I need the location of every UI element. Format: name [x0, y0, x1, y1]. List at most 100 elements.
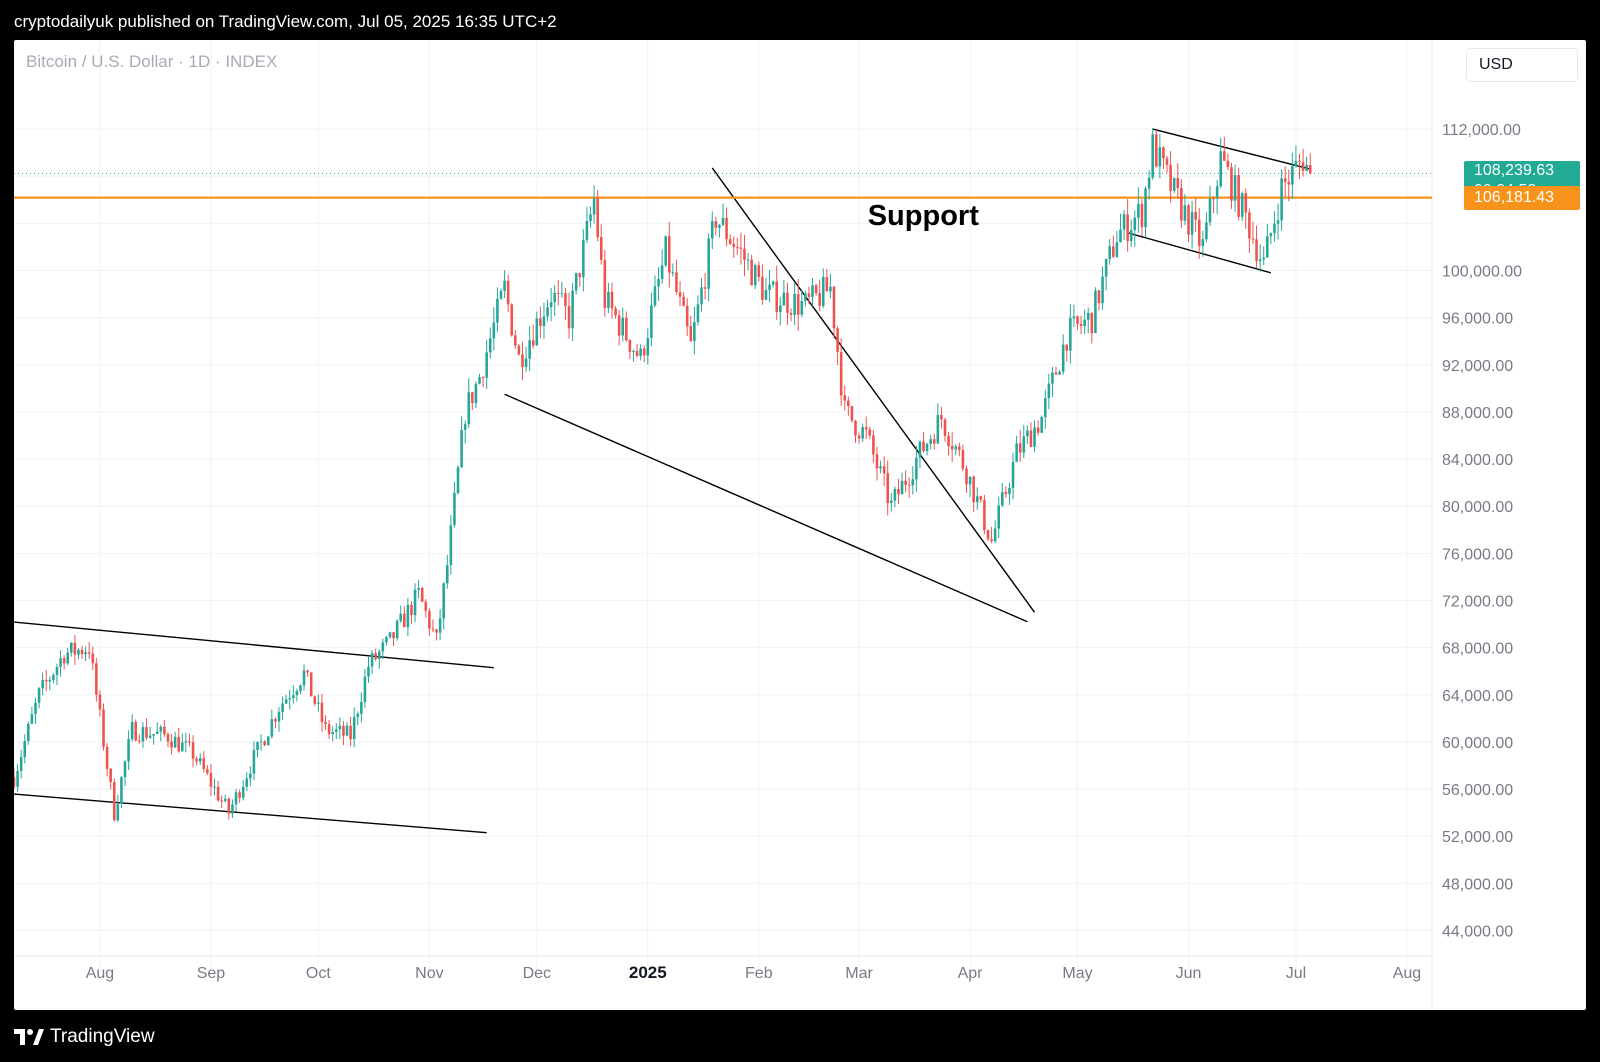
x-tick-label: Feb	[745, 965, 773, 982]
candle-body	[202, 758, 206, 770]
candle-body	[1248, 212, 1251, 239]
candle-body	[599, 237, 603, 260]
candle-body	[77, 649, 80, 655]
candle-body	[657, 279, 660, 287]
candle-body	[334, 729, 338, 732]
candle-body	[1197, 219, 1201, 247]
candle-body	[743, 248, 746, 260]
candle-body	[696, 304, 700, 323]
x-tick-label: Mar	[845, 965, 873, 982]
candle-body	[864, 427, 868, 430]
candle-body	[413, 589, 417, 616]
candle-body	[1015, 443, 1018, 462]
candle-body	[707, 238, 710, 289]
candle-body	[907, 484, 911, 486]
candle-body	[843, 395, 847, 401]
candle-body	[288, 698, 292, 700]
candle-body	[700, 287, 703, 305]
candle-body	[1054, 372, 1058, 375]
candle-body	[1026, 430, 1029, 437]
candlestick-chart[interactable]: 112,000.00 100,000.00 96,000.00 92,000.00 88…	[14, 40, 1586, 1010]
candle-body	[560, 293, 564, 295]
candle-body	[227, 798, 231, 814]
candle-body	[331, 731, 334, 735]
candle-body	[173, 736, 177, 748]
candle-body	[603, 259, 607, 308]
candle-body	[442, 583, 445, 619]
candle-body	[983, 499, 986, 531]
candle-body	[1094, 290, 1097, 334]
candle-body	[1072, 316, 1076, 319]
candle-body	[317, 702, 320, 704]
candle-body	[850, 405, 854, 421]
candle-body	[1219, 151, 1223, 187]
candle-body	[1144, 188, 1147, 228]
candle-body	[1265, 236, 1269, 258]
candle-body	[16, 771, 19, 787]
candle-body	[27, 723, 30, 742]
candle-body	[904, 480, 907, 485]
candle-body	[972, 476, 975, 503]
candle-body	[266, 736, 270, 746]
currency-selector[interactable]: USD	[1466, 48, 1578, 82]
candle-body	[370, 653, 374, 667]
x-axis-labels: Aug Sep Oct Nov Dec 2025 Feb Mar Apr May Jun Jul Aug	[86, 963, 1421, 982]
candle-body	[259, 741, 263, 743]
candle-body	[417, 587, 420, 590]
candle-body	[510, 304, 514, 336]
candle-body	[1033, 427, 1036, 447]
y-tick-label: 88,000.00	[1442, 405, 1513, 422]
candle-body	[1237, 175, 1240, 217]
candle-body	[975, 496, 979, 503]
candle-body	[1212, 198, 1215, 200]
candle-body	[678, 292, 682, 297]
candle-body	[241, 786, 245, 798]
candle-body	[689, 326, 693, 342]
candle-body	[882, 466, 886, 474]
candle-body	[804, 293, 807, 301]
candle-body	[488, 338, 492, 353]
candle-body	[274, 719, 277, 722]
candle-body	[549, 302, 553, 308]
candle-body	[757, 265, 761, 277]
candle-body	[302, 670, 306, 686]
candle-body	[958, 446, 961, 451]
candle-body	[198, 758, 202, 762]
candle-body	[410, 604, 413, 616]
candle-body	[431, 628, 435, 630]
candle-body	[367, 666, 370, 677]
candle-body	[585, 220, 589, 240]
candle-body	[646, 337, 650, 356]
candle-body	[1276, 220, 1280, 224]
candle-body	[621, 317, 625, 336]
trendline-wedge-lower	[504, 393, 1028, 623]
candle-body	[517, 345, 521, 355]
candle-body	[84, 652, 87, 655]
y-tick-label: 68,000.00	[1442, 641, 1513, 658]
candle-body	[1083, 319, 1086, 327]
candle-body	[685, 305, 689, 327]
candle-body	[1018, 443, 1022, 453]
candle-body	[539, 318, 542, 327]
candle-body	[292, 695, 295, 699]
candle-body	[1101, 276, 1104, 304]
candle-body	[556, 293, 560, 295]
x-tick-label: Jun	[1176, 965, 1202, 982]
footer-brand[interactable]: TradingView	[14, 1022, 155, 1052]
candle-body	[109, 768, 112, 783]
candle-body	[277, 711, 281, 722]
candle-body	[829, 286, 832, 292]
x-tick-label: Aug	[1393, 965, 1421, 982]
publisher-line: cryptodailyuk published on TradingView.c…	[14, 12, 557, 31]
candle-body	[445, 565, 449, 584]
candle-body	[252, 750, 256, 774]
candle-body	[1115, 242, 1119, 257]
candle-body	[141, 727, 145, 742]
candle-body	[1029, 430, 1033, 447]
candle-body	[349, 725, 352, 740]
candle-body	[155, 731, 159, 734]
candle-body	[406, 604, 410, 628]
candle-body	[1061, 344, 1065, 372]
candle-body	[130, 721, 134, 740]
chart-frame[interactable]: 112,000.00 100,000.00 96,000.00 92,000.00 88…	[14, 40, 1586, 1010]
